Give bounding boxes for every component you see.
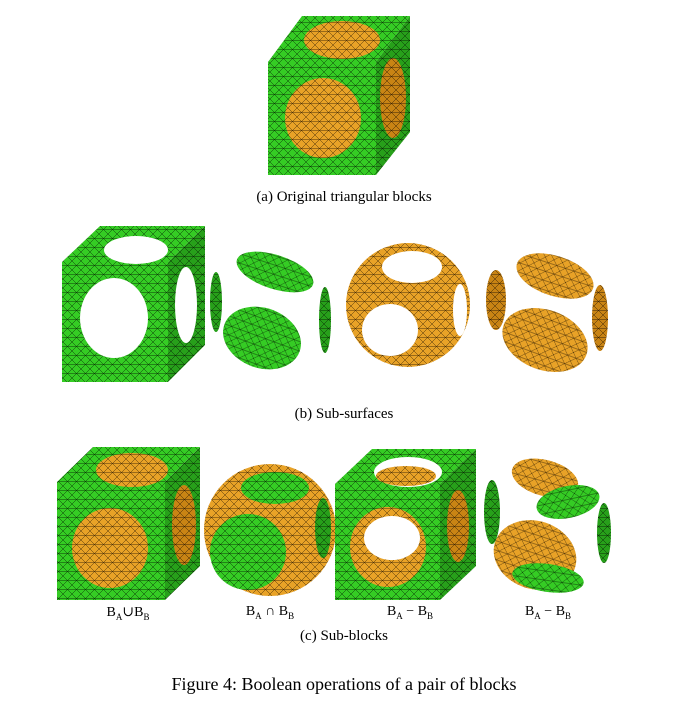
- sub-block-difference-cube: [335, 449, 476, 600]
- operation-label-difference-1: BA − BB: [386, 604, 434, 621]
- operation-label-intersection: BA ∩ BB: [245, 604, 295, 621]
- subcaption-a: (a) Original triangular blocks: [256, 189, 432, 205]
- subcaption-c: (c) Sub-blocks: [300, 628, 388, 644]
- cube-original: [268, 16, 410, 175]
- sub-block-union: [57, 447, 200, 600]
- sub-surface-cube: [62, 226, 205, 382]
- figure-caption: Figure 4: Boolean operations of a pair o…: [171, 674, 517, 694]
- sub-block-difference-caps: [484, 458, 611, 593]
- sub-surface-discs-green: [210, 251, 331, 370]
- operation-label-difference-2: BA − BB: [524, 604, 572, 621]
- subcaption-b: (b) Sub-surfaces: [294, 406, 394, 422]
- sub-surface-caps-orange: [486, 253, 608, 372]
- sub-block-intersection: [204, 464, 336, 596]
- sub-surface-sphere: [346, 243, 470, 367]
- operation-label-union: BA∪BB: [106, 605, 150, 622]
